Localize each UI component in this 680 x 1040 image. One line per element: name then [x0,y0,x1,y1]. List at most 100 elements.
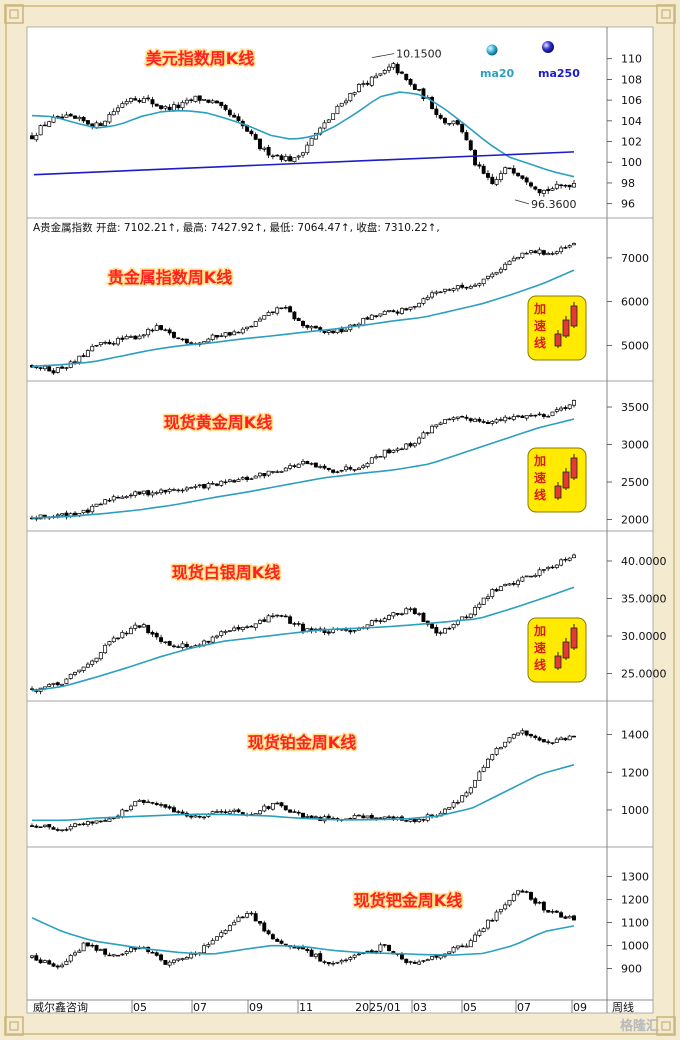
badge-char: 线 [534,657,546,672]
candle-body [498,747,503,750]
candle-body [236,331,241,334]
candle-body [215,334,219,338]
candle-body [296,155,301,158]
candle-body [477,603,482,608]
candle-body [215,635,219,638]
candle-body [197,95,202,101]
candle-body [443,808,447,814]
candle-body [490,919,495,922]
candle-body [331,962,336,965]
candles [30,889,576,970]
candle-body [417,818,422,822]
candle-body [240,626,245,630]
candle-body [120,103,125,108]
candle-body [292,157,297,163]
candle-body [559,184,564,187]
candle-body [434,955,439,958]
candle-body [417,302,422,308]
candle-body [51,370,56,374]
badge-candle-body [554,655,562,669]
corner-ornament [661,9,671,19]
candle-body [378,817,383,819]
candle-body [464,416,469,419]
candle-body [180,489,185,492]
candle-body [537,737,542,741]
candle-body [348,93,353,102]
candle-body [408,608,413,611]
candle-body [288,809,293,813]
candle-body [34,825,39,828]
candle-body [266,470,271,476]
candle-body [438,291,443,294]
candle-body [94,503,99,507]
candle-body [296,811,301,814]
candle-body [128,98,133,103]
candle-body [464,792,469,797]
candle-body [266,806,271,809]
candle-body [150,951,155,954]
candle-body [356,814,361,817]
y-tick-label: 100 [621,156,642,169]
candle-body [301,812,305,818]
candle-body [253,475,258,479]
candle-body [339,102,344,107]
candle-body [296,947,301,949]
panel-2: 贵金属指数周K线 A贵金属指数 开盘: 7102.21↑, 最高: 7427.92… [30,221,587,375]
candle-body [47,824,52,828]
candle-body [253,623,258,628]
candle-body [421,298,426,304]
candle-body [133,801,138,807]
y-tick-label: 102 [621,136,642,149]
candle-body [309,137,314,146]
candle-body [399,71,404,74]
candle-body [374,817,379,820]
ma20-line [32,764,575,822]
candle-body [494,911,499,921]
badge-char: 线 [534,487,546,502]
candle-body [498,586,503,591]
candle-body [42,124,47,127]
candle-body [404,958,409,963]
candle-body [60,683,65,686]
candle-body [167,488,172,492]
low-pointer [514,199,530,205]
y-tick-label: 1000 [621,939,649,952]
candle-body [159,489,163,494]
candle-body [219,335,224,337]
ma250-legend-marker [542,41,554,53]
candle-body [494,419,499,423]
candle-body [301,623,305,632]
candle-body [339,469,344,472]
candle-body [38,367,43,369]
candle-body [486,596,490,599]
candle-body [81,509,86,514]
candle-body [51,827,56,830]
candle-body [133,624,138,629]
candle-body [283,467,288,472]
ma20-legend-marker [486,44,498,56]
candle-body [262,473,267,477]
candle-body [64,678,69,684]
candle-body [215,811,219,813]
candle-body [481,421,486,423]
candle-body [365,463,370,467]
candle-body [524,730,529,736]
candle-body [494,748,499,755]
candle-body [369,457,374,464]
y-tick-label: 1200 [621,893,649,906]
candle-body [253,913,258,922]
x-tick-label: 07 [193,1001,207,1014]
candle-body [559,559,564,566]
candle-body [301,321,305,327]
candle-body [167,641,172,646]
candle-body [541,739,546,743]
badge-char: 线 [534,335,546,350]
candle-body [275,802,280,805]
candle-body [511,257,516,262]
candle-body [473,418,478,422]
candle-body [245,913,250,918]
candle-body [180,338,185,341]
candle-body [486,172,490,178]
corner-ornament [661,1021,671,1031]
y-tick-label: 3500 [621,401,649,414]
